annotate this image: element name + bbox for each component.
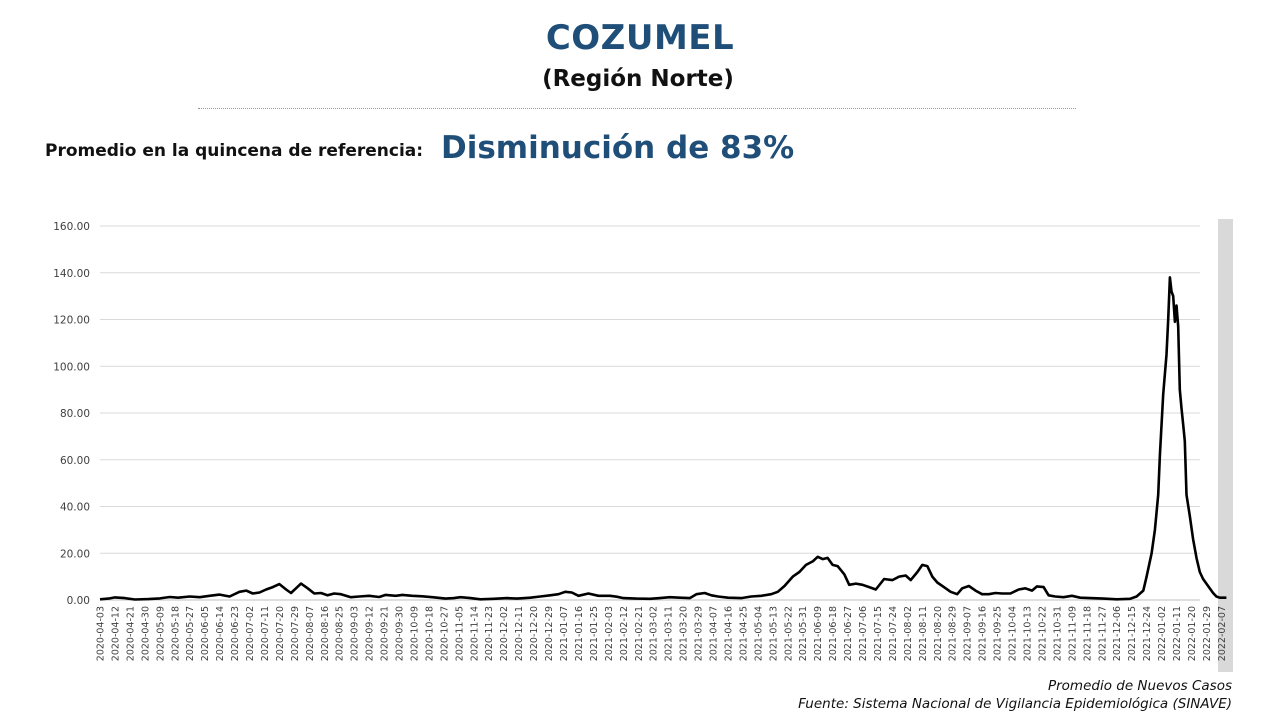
x-tick-label: 2021-06-27 — [843, 606, 854, 661]
x-tick-label: 2021-01-25 — [589, 606, 600, 661]
shaded-region — [1218, 219, 1233, 672]
x-tick-label: 2020-05-09 — [155, 606, 166, 661]
series-line — [99, 276, 1227, 601]
x-tick-label: 2020-10-09 — [409, 606, 420, 661]
x-tick-label: 2020-11-14 — [469, 606, 480, 661]
x-tick-label: 2021-11-09 — [1067, 606, 1078, 661]
x-tick-label: 2020-07-02 — [245, 606, 256, 661]
reference-value: Disminución de 83% — [441, 130, 795, 166]
x-tick-label: 2020-05-18 — [170, 606, 181, 661]
chart-caption: Promedio de Nuevos Casos — [1047, 678, 1232, 694]
x-tick-label: 2021-10-04 — [1008, 606, 1019, 661]
x-tick-label: 2021-05-22 — [783, 606, 794, 661]
y-tick-label: 20.00 — [60, 548, 90, 560]
x-tick-label: 2021-07-15 — [873, 606, 884, 661]
reference-label: Promedio en la quincena de referencia: — [45, 141, 424, 161]
x-tick-label: 2021-04-25 — [738, 606, 749, 661]
x-tick-label: 2021-11-27 — [1097, 606, 1108, 661]
x-tick-label: 2021-07-24 — [888, 606, 899, 661]
x-tick-label: 2020-06-14 — [215, 606, 226, 661]
x-tick-label: 2022-01-02 — [1157, 606, 1168, 661]
x-tick-label: 2020-05-27 — [185, 606, 196, 661]
x-tick-label: 2022-01-20 — [1187, 606, 1198, 661]
y-tick-label: 40.00 — [60, 502, 90, 514]
x-tick-label: 2021-03-11 — [664, 606, 675, 661]
x-tick-label: 2021-02-12 — [619, 606, 630, 661]
x-tick-label: 2020-08-25 — [335, 606, 346, 661]
y-tick-label: 140.00 — [53, 268, 90, 280]
x-tick-label: 2021-01-07 — [559, 606, 570, 661]
x-tick-label: 2020-07-11 — [260, 606, 271, 661]
x-tick-label: 2020-11-05 — [454, 606, 465, 661]
x-tick-label: 2021-11-18 — [1082, 606, 1093, 661]
x-tick-label: 2020-10-27 — [439, 606, 450, 661]
x-tick-label: 2020-04-30 — [140, 606, 151, 661]
x-tick-label: 2020-07-20 — [275, 606, 286, 661]
title-divider — [198, 108, 1076, 109]
x-tick-label: 2021-05-04 — [753, 606, 764, 661]
x-tick-label: 2021-05-31 — [798, 606, 809, 661]
x-tick-label: 2021-06-09 — [813, 606, 824, 661]
x-tick-label: 2021-09-07 — [963, 606, 974, 661]
y-tick-label: 80.00 — [60, 408, 90, 420]
x-tick-label: 2021-10-31 — [1052, 606, 1063, 661]
x-tick-label: 2020-06-23 — [230, 606, 241, 661]
x-tick-label: 2021-08-20 — [933, 606, 944, 661]
x-tick-label: 2020-10-18 — [424, 606, 435, 661]
x-tick-label: 2020-09-12 — [365, 606, 376, 661]
y-tick-label: 100.00 — [53, 361, 90, 373]
x-tick-label: 2021-10-13 — [1023, 606, 1034, 661]
page-subtitle: (Región Norte) — [542, 66, 734, 92]
x-tick-label: 2020-07-29 — [290, 606, 301, 661]
x-tick-label: 2022-01-11 — [1172, 606, 1183, 661]
x-tick-label: 2021-09-16 — [978, 606, 989, 661]
x-tick-label: 2021-07-06 — [858, 606, 869, 661]
x-tick-label: 2021-05-13 — [768, 606, 779, 661]
x-tick-label: 2021-08-11 — [918, 606, 929, 661]
x-tick-label: 2021-03-20 — [679, 606, 690, 661]
x-tick-label: 2020-09-21 — [380, 606, 391, 661]
x-tick-label: 2020-04-12 — [110, 606, 121, 661]
x-tick-label: 2020-12-20 — [529, 606, 540, 661]
x-tick-label: 2020-09-03 — [350, 606, 361, 661]
x-axis: 2020-04-03 2020-04-12 2020-04-21 2020-04-30… — [96, 606, 1228, 661]
x-tick-label: 2020-09-30 — [395, 606, 406, 661]
x-tick-label: 2020-06-05 — [200, 606, 211, 661]
y-tick-label: 60.00 — [60, 455, 90, 467]
x-tick-label: 2022-02-07 — [1217, 606, 1228, 661]
gridlines — [100, 225, 1200, 601]
x-tick-label: 2020-04-03 — [96, 606, 107, 661]
x-tick-label: 2021-10-22 — [1037, 606, 1048, 661]
y-tick-label: 0.00 — [67, 595, 90, 607]
x-tick-label: 2021-04-16 — [723, 606, 734, 661]
x-tick-label: 2021-06-18 — [828, 606, 839, 661]
x-tick-label: 2020-08-16 — [320, 606, 331, 661]
x-tick-label: 2021-09-25 — [993, 606, 1004, 661]
x-tick-label: 2021-08-02 — [903, 606, 914, 661]
x-tick-label: 2021-03-29 — [694, 606, 705, 661]
x-tick-label: 2021-12-06 — [1112, 606, 1123, 661]
x-tick-label: 2020-11-23 — [484, 606, 495, 661]
source-note: Fuente: Sistema Nacional de Vigilancia E… — [798, 696, 1232, 712]
x-tick-label: 2022-01-29 — [1202, 606, 1213, 661]
y-tick-label: 160.00 — [53, 221, 90, 233]
x-tick-label: 2020-04-21 — [125, 606, 136, 661]
y-tick-label: 120.00 — [53, 315, 90, 327]
x-tick-label: 2021-02-03 — [604, 606, 615, 661]
x-tick-label: 2021-04-07 — [709, 606, 720, 661]
x-tick-label: 2021-08-29 — [948, 606, 959, 661]
x-tick-label: 2020-12-02 — [499, 606, 510, 661]
page-title: COZUMEL — [545, 18, 735, 58]
x-tick-label: 2021-03-02 — [649, 606, 660, 661]
x-tick-label: 2021-12-24 — [1142, 606, 1153, 661]
x-tick-label: 2020-08-07 — [305, 606, 316, 661]
x-tick-label: 2020-12-11 — [514, 606, 525, 661]
y-axis: 0.00 20.00 40.00 60.00 80.00 100.00 120.00 140.… — [53, 221, 90, 607]
x-tick-label: 2020-12-29 — [544, 606, 555, 661]
x-tick-label: 2021-12-15 — [1127, 606, 1138, 661]
x-tick-label: 2021-02-21 — [634, 606, 645, 661]
x-tick-label: 2021-01-16 — [574, 606, 585, 661]
